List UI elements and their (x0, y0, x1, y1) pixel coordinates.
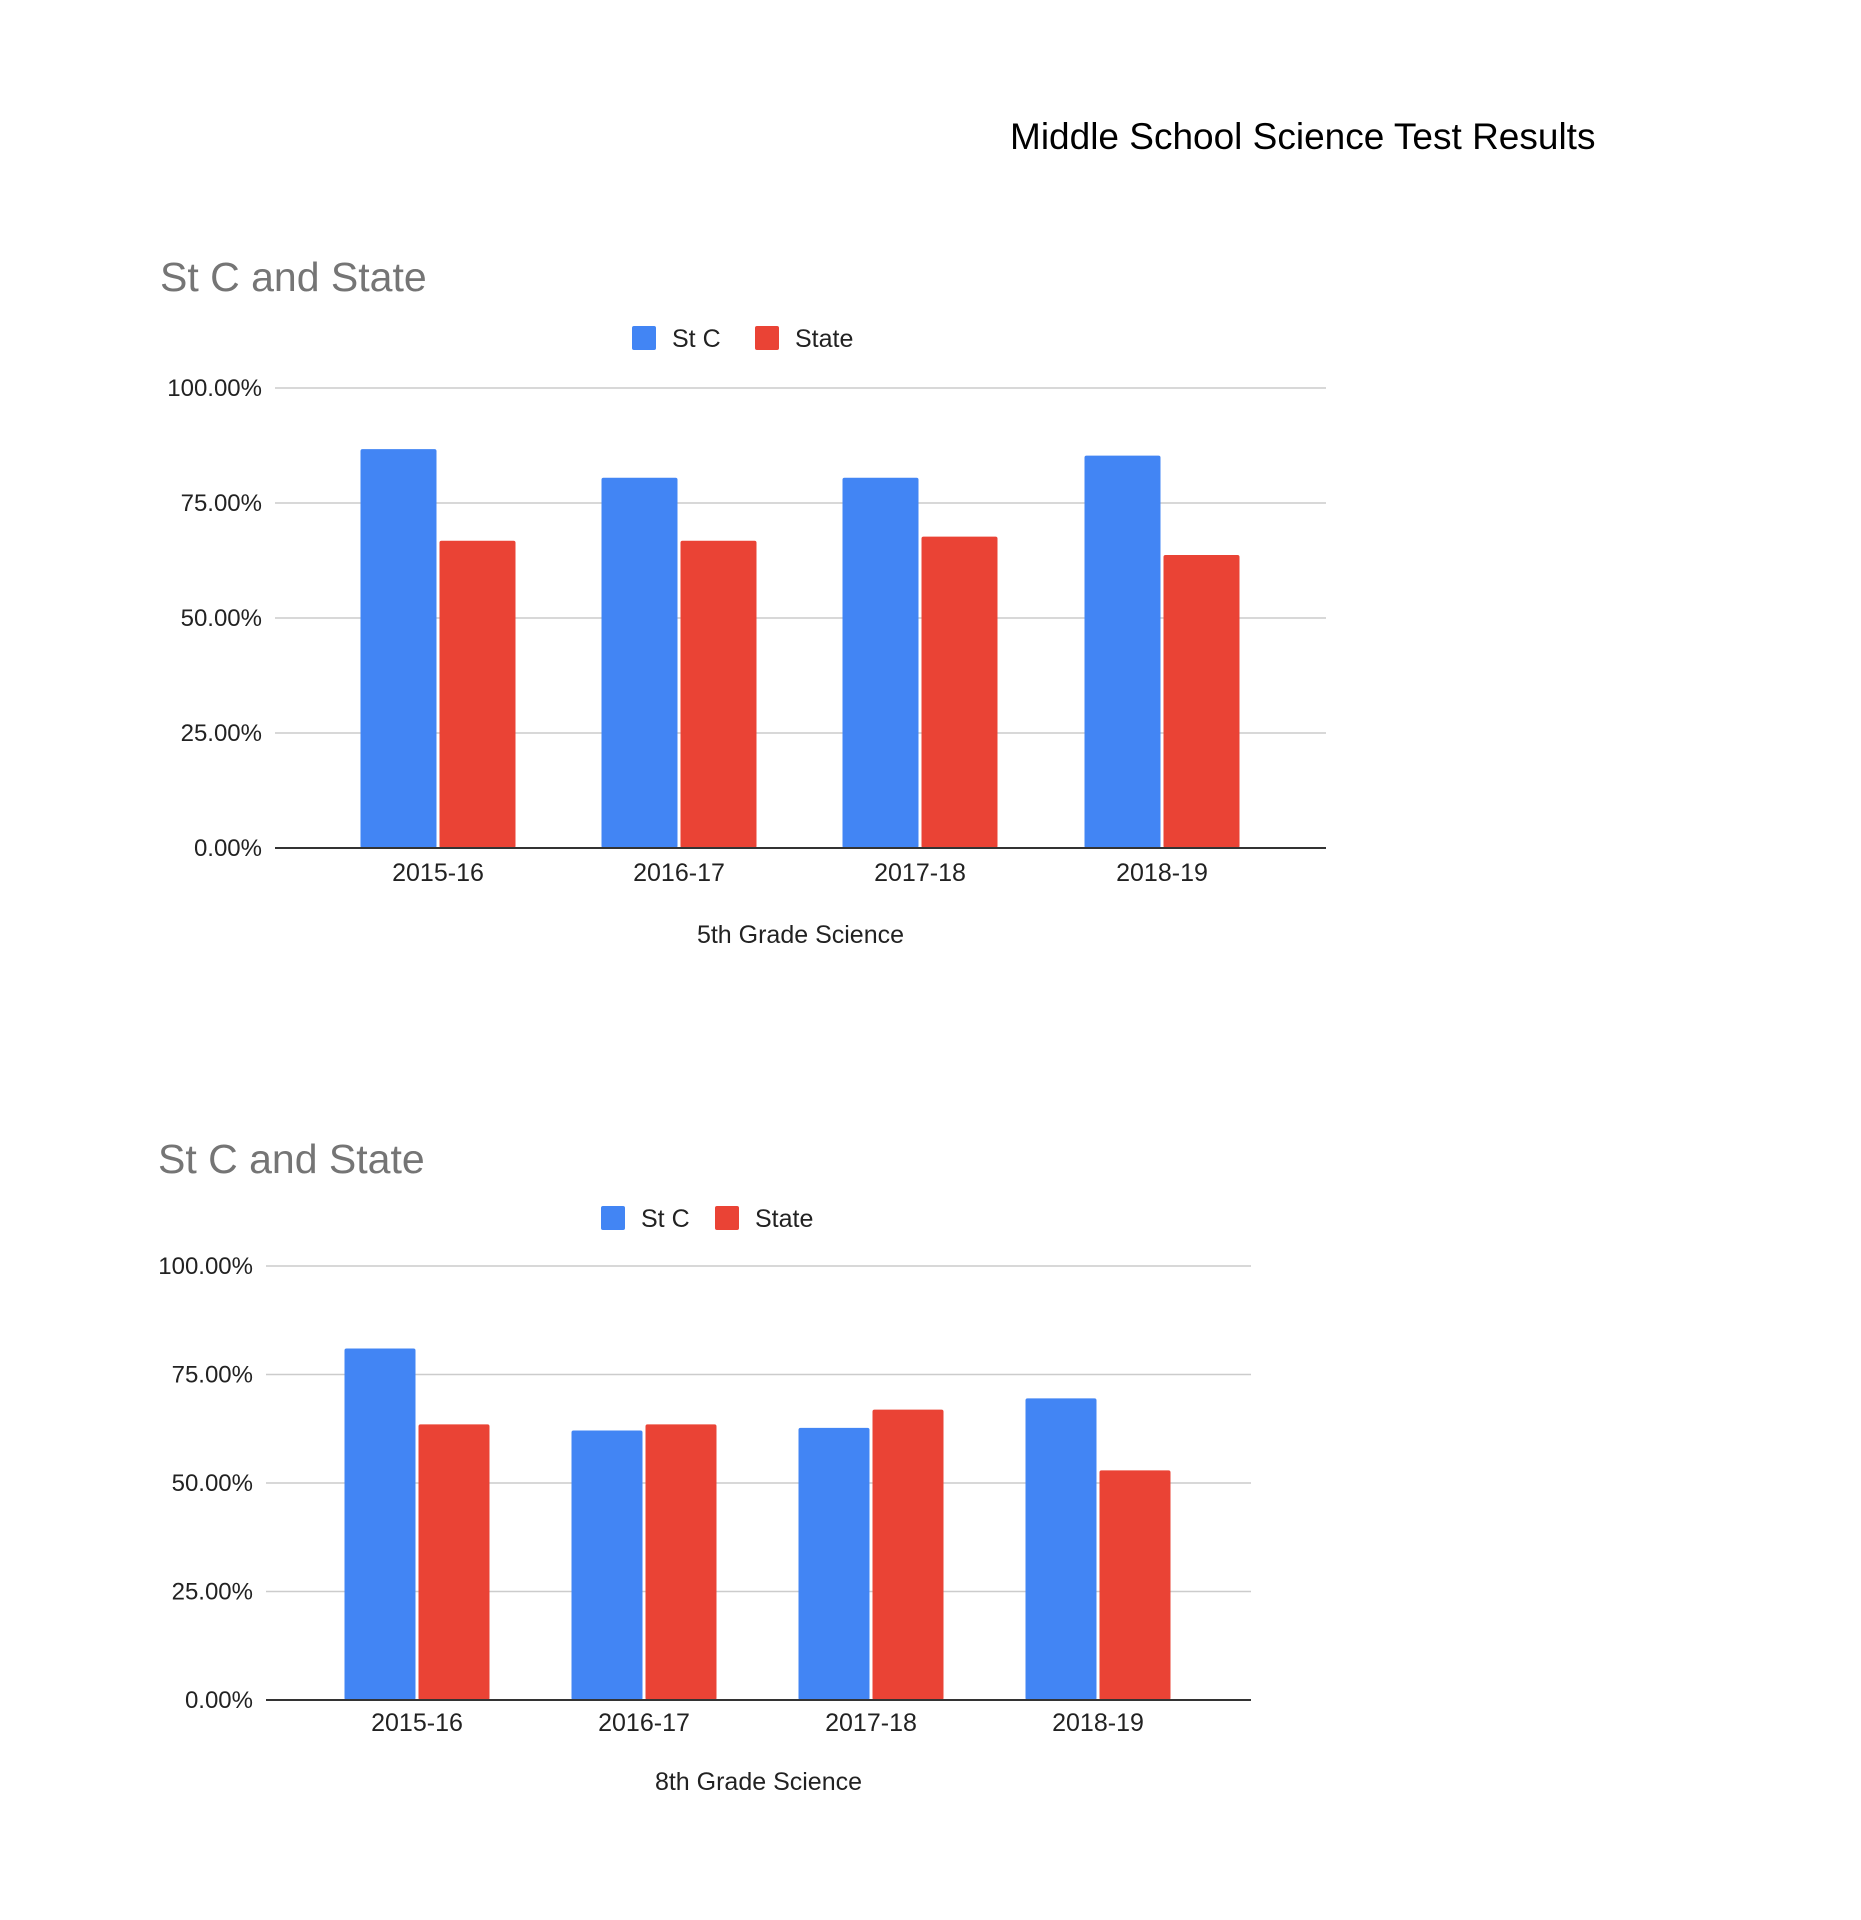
chart1-bar-state-2017-18 (921, 536, 998, 848)
chart-2-title: St C and State (158, 1136, 425, 1182)
chart2-legend-swatch-state (715, 1206, 739, 1230)
chart2-x-axis-title: 8th Grade Science (655, 1768, 862, 1796)
chart2-legend-label: St C (641, 1205, 690, 1233)
chart2-y-tick-label: 0.00% (185, 1687, 253, 1714)
chart1-x-tick-label: 2016-17 (633, 859, 725, 887)
chart1-bar-st-c-2017-18 (842, 477, 919, 848)
chart1-y-tick-label: 75.00% (181, 490, 262, 517)
chart2-bar-st-c-2016-17 (571, 1430, 643, 1700)
chart1-legend-swatch-st-c (632, 326, 656, 350)
chart1-bar-st-c-2018-19 (1084, 455, 1161, 848)
chart2-legend-label: State (755, 1205, 813, 1233)
chart2-x-tick-label: 2017-18 (825, 1709, 917, 1737)
chart2-bar-state-2016-17 (645, 1424, 717, 1700)
chart2-bar-st-c-2018-19 (1025, 1398, 1097, 1700)
chart1-legend-label: St C (672, 325, 721, 353)
chart2-bar-st-c-2017-18 (798, 1427, 870, 1700)
chart1-x-tick-label: 2015-16 (392, 859, 484, 887)
chart1-x-tick-label: 2018-19 (1116, 859, 1208, 887)
chart1-y-tick-label: 25.00% (181, 720, 262, 747)
chart1-bar-state-2018-19 (1163, 554, 1240, 848)
chart2-y-tick-label: 75.00% (172, 1362, 253, 1389)
chart1-y-tick-label: 100.00% (167, 375, 262, 402)
chart2-legend-swatch-st-c (601, 1206, 625, 1230)
chart1-legend-label: State (795, 325, 853, 353)
page-title: Middle School Science Test Results (1010, 116, 1596, 157)
chart1-bar-st-c-2016-17 (601, 477, 678, 848)
chart2-y-tick-label: 100.00% (158, 1253, 253, 1280)
chart2-x-tick-label: 2016-17 (598, 1709, 690, 1737)
chart1-y-tick-label: 0.00% (194, 835, 262, 862)
chart1-bar-st-c-2015-16 (360, 449, 437, 848)
chart-1-title: St C and State (160, 254, 427, 300)
chart2-y-tick-label: 50.00% (172, 1470, 253, 1497)
chart1-legend-swatch-state (755, 326, 779, 350)
chart2-x-tick-label: 2018-19 (1052, 1709, 1144, 1737)
chart2-bar-state-2018-19 (1099, 1470, 1171, 1700)
chart2-y-tick-label: 25.00% (172, 1579, 253, 1606)
chart1-bar-state-2015-16 (439, 540, 516, 848)
chart2-bar-state-2017-18 (872, 1409, 944, 1700)
chart1-x-tick-label: 2017-18 (874, 859, 966, 887)
chart1-x-axis-title: 5th Grade Science (697, 921, 904, 949)
chart2-bar-state-2015-16 (418, 1424, 490, 1700)
chart2-x-tick-label: 2015-16 (371, 1709, 463, 1737)
chart2-bar-st-c-2015-16 (344, 1348, 416, 1700)
chart1-y-tick-label: 50.00% (181, 605, 262, 632)
chart1-bar-state-2016-17 (680, 540, 757, 848)
